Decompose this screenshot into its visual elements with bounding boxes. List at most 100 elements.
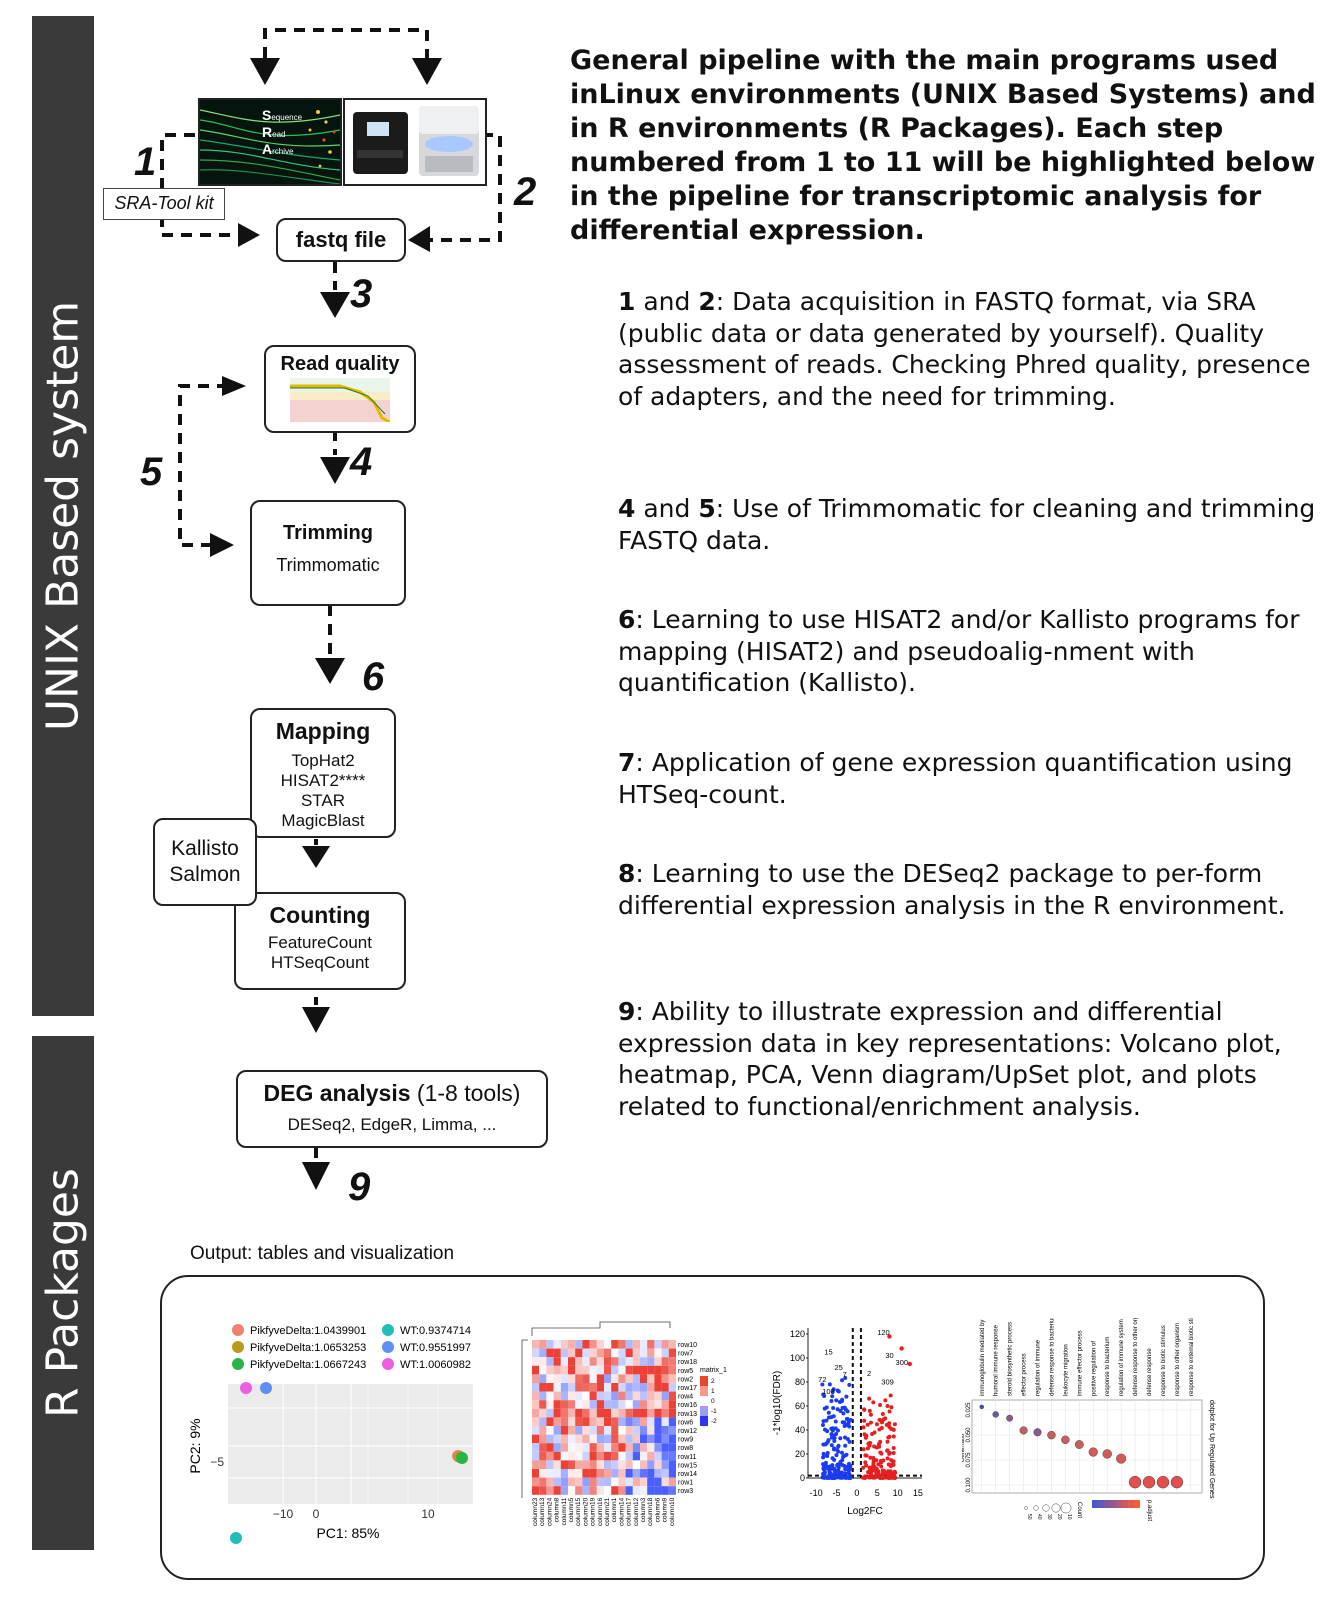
dotplot-point (1006, 1414, 1014, 1422)
heatmap-cell (668, 1391, 676, 1401)
heatmap-cell (654, 1340, 662, 1349)
volcano-point-down (829, 1435, 834, 1440)
heatmap-cell (539, 1408, 547, 1418)
dotplot-point (992, 1411, 999, 1418)
heatmap-col-label: column20 (582, 1497, 589, 1526)
sra-logo-art (200, 109, 340, 184)
dotplot-point (1033, 1428, 1042, 1437)
dotplot-point (1102, 1449, 1112, 1459)
heatmap-cell (560, 1391, 568, 1401)
volcano-point-down (832, 1466, 837, 1471)
heatmap-cell (546, 1434, 554, 1444)
volcano-point-up (883, 1398, 888, 1403)
heatmap-cell (632, 1374, 640, 1383)
volcano-point-down (848, 1418, 853, 1423)
volcano-point-up (877, 1442, 882, 1447)
heatmap-cell (582, 1374, 590, 1383)
heatmap-legend-tick: 2 (711, 1378, 715, 1385)
volcano-point-down (822, 1394, 827, 1399)
unix-sidebar: UNIX Based system (32, 16, 94, 1016)
heatmap-cell (647, 1460, 655, 1469)
volcano-ytick: 20 (795, 1449, 805, 1459)
volcano-point-down (838, 1459, 843, 1464)
heatmap-cell (582, 1417, 590, 1426)
volcano-ylabel: -1*log10(FDR) (772, 1371, 783, 1435)
volcano-point-up (888, 1393, 893, 1398)
heatmap-cell (539, 1348, 547, 1358)
heatmap-cell (589, 1426, 597, 1435)
volcano-point-down (843, 1375, 848, 1380)
heatmap-cell (625, 1357, 633, 1366)
heatmap-cell (632, 1408, 640, 1418)
heatmap-cell (553, 1417, 561, 1426)
heatmap-cell (647, 1400, 655, 1409)
heatmap-cell (647, 1443, 655, 1452)
heatmap-cell (575, 1486, 583, 1495)
volcano-point-up (868, 1412, 873, 1417)
heatmap-cell (611, 1408, 619, 1418)
pca-legend-dot (232, 1358, 244, 1370)
volcano-point-down (829, 1443, 834, 1448)
heatmap-cell (560, 1365, 568, 1375)
heatmap-legend-swatch (700, 1376, 708, 1386)
heatmap-cell (632, 1383, 640, 1392)
heatmap-cell (596, 1477, 604, 1487)
dotplot-point (1116, 1453, 1127, 1464)
heatmap-cell (604, 1348, 612, 1358)
step-description-6: 6: Learning to use HISAT2 and/or Kallist… (618, 605, 1300, 697)
heatmap-cell (575, 1469, 583, 1478)
output-label: Output: tables and visualization (190, 1243, 455, 1264)
heatmap-row-label: row3 (678, 1488, 693, 1495)
dotplot-count-legend-value: 10 (1066, 1514, 1072, 1520)
volcano-point-down (835, 1448, 840, 1453)
heatmap-cell (632, 1451, 640, 1461)
heatmap-cell (611, 1426, 619, 1435)
volcano-point-up (885, 1404, 890, 1409)
heatmap-cell (604, 1434, 612, 1444)
heatmap-cell (582, 1460, 590, 1469)
volcano-point-up (878, 1450, 883, 1455)
heatmap-cell (647, 1348, 655, 1358)
heatmap-cell (575, 1400, 583, 1409)
heatmap-cell (575, 1408, 583, 1418)
volcano-point-down (843, 1435, 848, 1440)
heatmap-cell (661, 1408, 669, 1418)
heatmap-cell (618, 1417, 626, 1426)
volcano-point-up (868, 1455, 873, 1460)
heatmap-cell (546, 1400, 554, 1409)
volcano-point-down (841, 1411, 846, 1416)
volcano-point-down (827, 1472, 832, 1477)
heatmap-cell (625, 1400, 633, 1409)
dotplot-term-label: effector process (1022, 1353, 1028, 1396)
volcano-point-down (843, 1471, 848, 1476)
volcano-point-down (847, 1382, 852, 1387)
heatmap-cell (589, 1391, 597, 1401)
volcano-point-up (871, 1475, 876, 1480)
read-quality-box: Read quality (264, 345, 416, 433)
heatmap-cell (553, 1460, 561, 1469)
heatmap-cell (568, 1434, 576, 1444)
heatmap-cell (668, 1417, 676, 1426)
heatmap-cell (647, 1486, 655, 1495)
volcano-point-up (862, 1418, 867, 1423)
step-number-5: 5 (140, 450, 163, 494)
heatmap-cell (618, 1391, 626, 1401)
sequencer-machines (353, 106, 479, 176)
mapping-box: Mapping TopHat2 HISAT2**** STAR MagicBla… (250, 708, 396, 838)
heatmap-cell (632, 1391, 640, 1401)
step-number-6: 6 (362, 655, 385, 699)
heatmap-cell (654, 1357, 662, 1366)
heatmap-cell (575, 1383, 583, 1392)
heatmap-row-label: row12 (678, 1428, 697, 1435)
dotplot-term-label: immune effector process (1077, 1330, 1083, 1396)
step-description-1-2: 1 and 2: Data acquisition in FASTQ forma… (618, 287, 1311, 411)
heatmap-cell (618, 1460, 626, 1469)
volcano-point-up (874, 1422, 879, 1427)
dotplot-padj-swatch (1104, 1500, 1110, 1508)
volcano-point-down (840, 1378, 845, 1383)
heatmap-cell (532, 1451, 540, 1461)
heatmap-cell (560, 1443, 568, 1452)
heatmap-cell (668, 1340, 676, 1349)
pca-legend-dot (232, 1324, 244, 1336)
heatmap-cell (575, 1477, 583, 1487)
